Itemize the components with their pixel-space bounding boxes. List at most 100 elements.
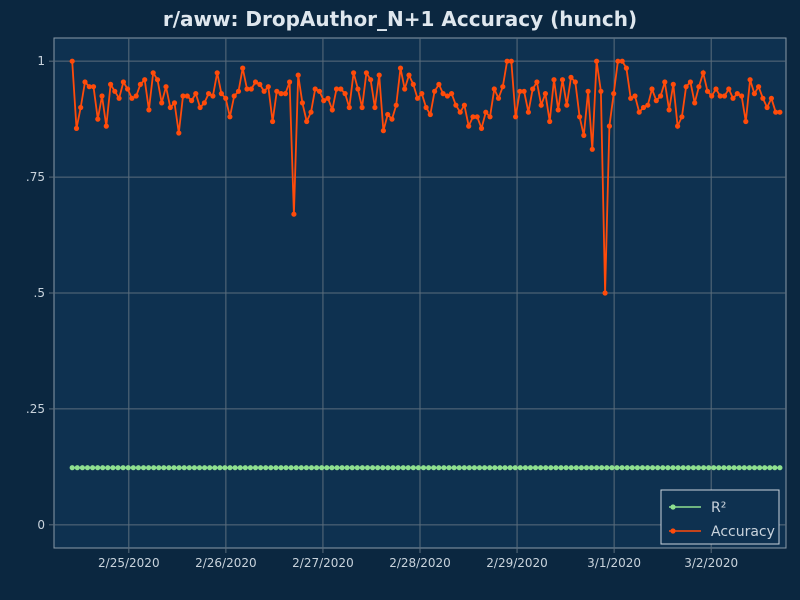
data-point: [389, 116, 395, 122]
data-point: [594, 465, 600, 471]
data-point: [125, 86, 131, 92]
data-point: [191, 465, 197, 471]
data-point: [268, 465, 274, 471]
data-point: [329, 107, 335, 113]
data-point: [314, 465, 320, 471]
data-point: [736, 465, 742, 471]
series-layer: [69, 58, 783, 471]
data-point: [146, 107, 152, 113]
y-tick-label: .5: [34, 286, 45, 300]
data-point: [670, 465, 676, 471]
data-point: [721, 93, 728, 99]
data-point: [645, 465, 651, 471]
data-point: [231, 93, 237, 99]
data-point: [116, 95, 122, 101]
data-point: [346, 104, 352, 111]
data-point: [247, 465, 253, 471]
data-point: [171, 100, 178, 106]
data-point: [502, 465, 508, 471]
data-point: [512, 465, 518, 471]
data-point: [303, 465, 309, 471]
data-point: [420, 465, 427, 471]
data-point: [517, 465, 523, 471]
x-tick-label: 2/25/2020: [98, 556, 160, 570]
data-point: [487, 465, 493, 471]
data-point: [440, 91, 446, 97]
data-point: [534, 79, 540, 85]
data-point: [623, 65, 630, 71]
data-point: [410, 465, 416, 471]
axes: 0 .25 .5 .75 1 2/25/2020 2/26/2020 2/27/2020 2/2…: [26, 54, 738, 570]
data-point: [449, 91, 455, 97]
data-point: [308, 109, 314, 115]
data-point: [201, 100, 207, 106]
data-point: [227, 114, 233, 120]
data-point: [329, 465, 335, 471]
data-point: [287, 79, 293, 85]
data-point: [572, 79, 578, 85]
data-point: [751, 91, 758, 97]
data-point: [167, 104, 173, 111]
data-point: [726, 86, 732, 92]
data-point: [444, 93, 450, 99]
data-point: [527, 465, 534, 471]
data-point: [146, 465, 152, 471]
legend-label: R²: [711, 500, 726, 516]
data-point: [777, 465, 783, 471]
data-point: [706, 465, 712, 471]
data-point: [288, 465, 294, 471]
data-point: [553, 465, 559, 471]
data-point: [426, 465, 432, 471]
data-point: [716, 465, 722, 471]
data-point: [359, 465, 365, 471]
data-point: [235, 88, 242, 94]
data-point: [161, 465, 167, 471]
data-point: [692, 100, 698, 106]
data-point: [466, 465, 472, 471]
data-point: [150, 70, 156, 76]
data-point: [609, 465, 615, 471]
data-point: [666, 107, 672, 113]
legend-swatch-marker: [670, 504, 676, 510]
data-point: [606, 123, 613, 129]
data-point: [495, 95, 502, 101]
y-tick-label: 1: [37, 54, 45, 68]
data-point: [163, 84, 169, 90]
data-point: [577, 114, 583, 120]
data-point: [645, 102, 651, 108]
data-point: [324, 465, 330, 471]
data-point: [181, 465, 187, 471]
data-point: [573, 465, 579, 471]
data-point: [543, 465, 549, 471]
data-point: [319, 465, 325, 471]
legend-label: Accuracy: [711, 524, 775, 540]
data-point: [193, 91, 199, 97]
data-point: [457, 109, 463, 115]
data-point: [624, 465, 630, 471]
data-point: [762, 465, 768, 471]
data-point: [108, 81, 114, 87]
data-point: [393, 102, 399, 108]
data-point: [316, 88, 323, 94]
data-point: [757, 465, 763, 471]
data-point: [125, 465, 131, 471]
data-point: [772, 465, 778, 471]
data-point: [628, 95, 634, 101]
data-point: [423, 104, 429, 111]
data-point: [78, 104, 84, 111]
data-point: [380, 465, 386, 471]
data-point: [410, 81, 416, 87]
data-point: [180, 93, 186, 99]
data-point: [451, 465, 457, 471]
data-point: [278, 91, 284, 97]
data-point: [653, 98, 659, 104]
data-point: [564, 102, 570, 108]
data-point: [507, 465, 513, 471]
data-point: [140, 465, 147, 471]
data-point: [217, 465, 223, 471]
x-tick-label: 2/27/2020: [292, 556, 354, 570]
data-point: [517, 88, 523, 94]
data-point: [333, 86, 340, 92]
series-r2: [69, 465, 783, 471]
data-point: [619, 58, 625, 64]
